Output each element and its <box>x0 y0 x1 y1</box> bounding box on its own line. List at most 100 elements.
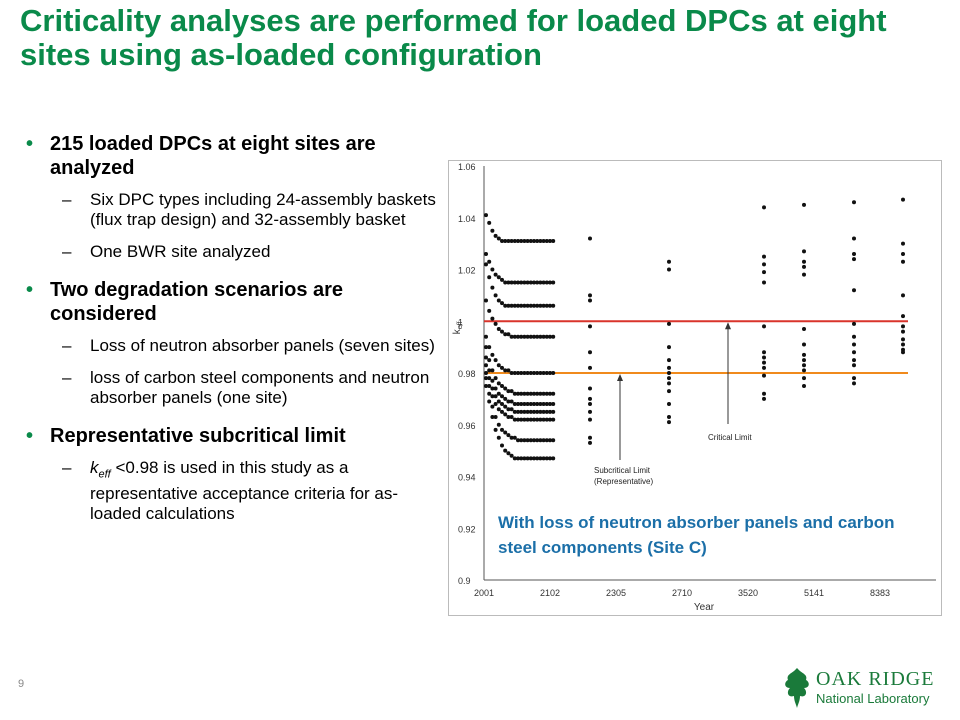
data-point <box>532 303 536 308</box>
data-point <box>500 443 504 448</box>
data-point <box>667 267 671 272</box>
data-point <box>528 334 533 339</box>
data-point <box>487 308 492 313</box>
data-point <box>901 342 905 347</box>
data-point <box>525 409 530 414</box>
bullet-text: Two degradation scenarios are considered <box>50 279 344 325</box>
data-point <box>551 438 556 443</box>
data-point <box>762 355 766 360</box>
data-point <box>528 303 533 308</box>
y-tick-label: 1.04 <box>458 214 476 224</box>
data-point <box>802 202 806 207</box>
logo-line1: OAK RIDGE <box>816 668 935 690</box>
data-point <box>588 409 592 414</box>
data-point <box>503 280 508 285</box>
data-point <box>802 363 806 368</box>
data-point <box>509 280 514 285</box>
data-point <box>588 293 592 298</box>
data-point <box>493 427 498 432</box>
data-point <box>503 332 508 337</box>
data-point <box>490 285 495 290</box>
data-point <box>667 402 671 407</box>
data-point <box>522 417 527 422</box>
data-point <box>522 371 527 375</box>
data-point <box>503 412 508 417</box>
data-point <box>544 409 549 414</box>
data-point <box>487 259 492 264</box>
data-point <box>548 438 552 443</box>
critical-limit-label: Critical Limit <box>708 433 752 442</box>
data-point <box>500 239 504 244</box>
data-point <box>487 220 492 225</box>
y-tick-label: 1.02 <box>458 266 476 276</box>
data-point <box>493 293 498 298</box>
data-point <box>762 396 766 401</box>
data-point <box>901 337 905 342</box>
data-point <box>548 456 552 461</box>
data-point <box>522 402 527 407</box>
data-point <box>667 389 671 394</box>
data-point <box>541 409 546 414</box>
data-point <box>588 396 592 401</box>
data-point <box>490 316 495 321</box>
data-point <box>535 239 540 244</box>
data-point <box>493 402 498 407</box>
data-point <box>500 394 504 399</box>
data-point <box>588 350 592 355</box>
y-tick-label: 0.92 <box>458 524 476 534</box>
y-tick-label: 0.9 <box>458 576 471 586</box>
subcritical-limit-label-2: (Representative) <box>594 477 653 486</box>
data-point <box>487 345 492 350</box>
oak-leaf-icon <box>785 668 809 708</box>
sub-bullet-item: – One BWR site analyzed <box>26 242 446 262</box>
data-point <box>503 303 508 308</box>
data-point <box>548 280 552 285</box>
data-point <box>544 371 549 375</box>
y-tick-label: 1.06 <box>458 162 476 172</box>
data-point <box>516 417 520 422</box>
data-point <box>519 334 524 339</box>
data-point <box>588 402 592 407</box>
data-point <box>667 321 671 326</box>
data-point <box>506 239 511 244</box>
bullet-dot-icon: • <box>26 133 34 155</box>
data-point <box>490 228 495 233</box>
data-point <box>667 259 671 264</box>
data-point <box>762 270 766 275</box>
data-point <box>541 303 546 308</box>
data-point <box>802 249 806 254</box>
data-point <box>484 355 488 360</box>
data-point <box>516 280 520 285</box>
data-point <box>532 371 536 375</box>
data-point <box>538 280 543 285</box>
data-point <box>667 371 671 375</box>
data-point <box>528 391 533 396</box>
x-tick-label: 8383 <box>870 588 890 598</box>
data-point <box>509 453 514 458</box>
data-point <box>541 334 546 339</box>
sub-bullet-item: – loss of carbon steel components and ne… <box>26 368 446 408</box>
data-point <box>535 438 540 443</box>
x-axis-label: Year <box>694 602 715 613</box>
data-point <box>544 334 549 339</box>
data-point <box>551 303 556 308</box>
data-point <box>532 280 536 285</box>
data-point <box>802 352 806 357</box>
data-point <box>496 399 501 404</box>
data-point <box>551 391 556 396</box>
data-point <box>490 386 495 391</box>
data-point <box>548 391 552 396</box>
data-point <box>519 391 524 396</box>
data-point <box>667 376 671 381</box>
data-point <box>762 280 766 285</box>
data-point <box>493 414 498 419</box>
data-point <box>538 391 543 396</box>
data-point <box>512 371 517 375</box>
data-point <box>503 448 508 453</box>
data-point <box>901 293 905 298</box>
data-point <box>802 327 806 332</box>
data-point <box>503 386 508 391</box>
bullet-dot-icon: • <box>26 425 34 447</box>
data-point <box>588 236 592 241</box>
data-point <box>551 239 556 244</box>
